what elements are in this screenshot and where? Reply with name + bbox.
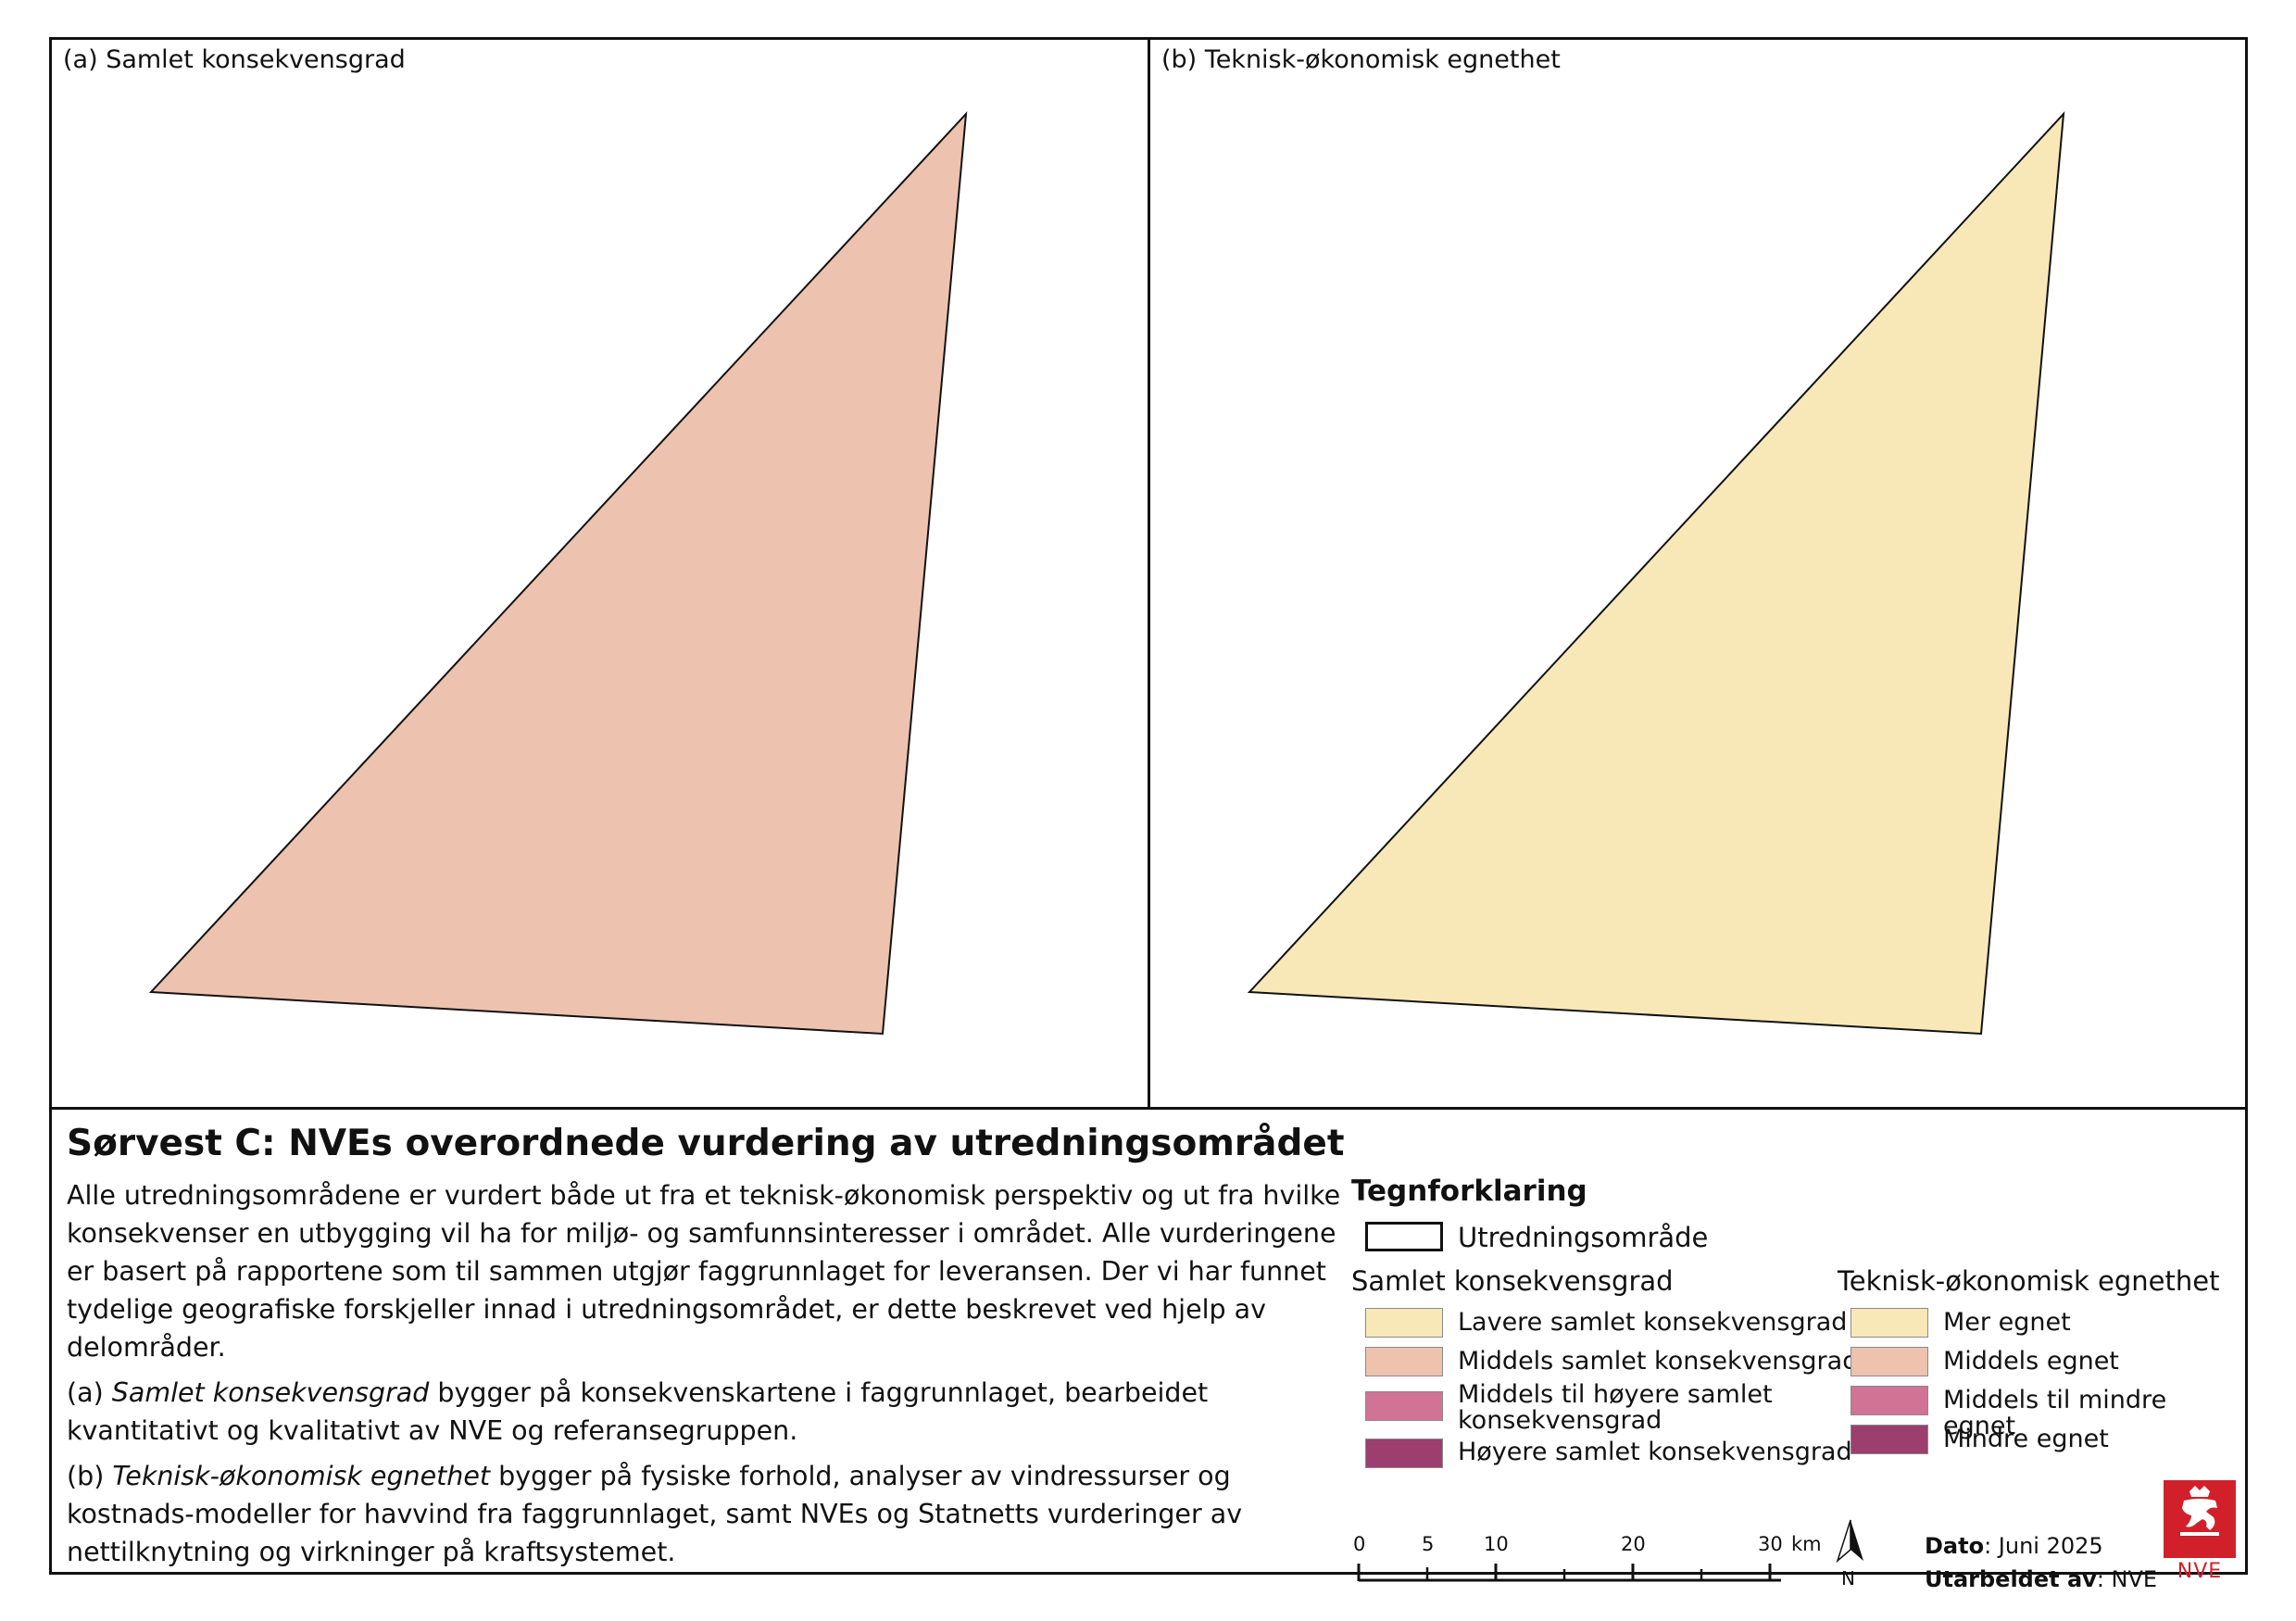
map-b-canvas bbox=[1247, 111, 2065, 1036]
scale-tick-10: 10 bbox=[1484, 1533, 1509, 1555]
map-frame: (a) Samlet konsekvensgrad (b) Teknisk-øk… bbox=[49, 37, 2248, 1592]
legend-a-label-4: Høyere samlet konsekvensgrad bbox=[1458, 1438, 1852, 1466]
legend-a-label-3: Middels til høyere samlet konsekvensgrad bbox=[1458, 1380, 1773, 1435]
legend-a-swatch-4 bbox=[1365, 1439, 1443, 1468]
scale-tick-0: 0 bbox=[1353, 1533, 1366, 1555]
panel-b-title: (b) Teknisk-økonomisk egnethet bbox=[1161, 45, 1561, 74]
scale-tick-20: 20 bbox=[1621, 1533, 1646, 1555]
legend-group-b-title: Teknisk-økonomisk egnethet bbox=[1838, 1265, 2220, 1297]
legend-b-swatch-2 bbox=[1851, 1347, 1928, 1376]
legend-outline-label: Utredningsområde bbox=[1458, 1222, 1709, 1253]
description-p1: Alle utredningsområdene er vurdert både … bbox=[67, 1180, 1341, 1363]
description-p3: (b) Teknisk-økonomisk egnethet bygger på… bbox=[67, 1461, 1243, 1567]
north-label: N bbox=[1841, 1567, 1855, 1590]
legend-a-swatch-1 bbox=[1365, 1308, 1443, 1338]
description-p2: (a) Samlet konsekvensgrad bygger på kons… bbox=[67, 1377, 1209, 1446]
page-title: Sørvest C: NVEs overordnede vurdering av… bbox=[67, 1123, 1345, 1164]
legend-a-label-2: Middels samlet konsekvensgrad bbox=[1458, 1347, 1859, 1376]
lion-emblem-icon bbox=[2180, 1486, 2219, 1536]
legend-b-swatch-4 bbox=[1851, 1425, 1928, 1454]
legend-b-label-1: Mer egnet bbox=[1943, 1308, 2071, 1337]
nve-logo-text: NVE bbox=[2177, 1560, 2223, 1583]
legend-b-label-2: Middels egnet bbox=[1943, 1347, 2119, 1376]
nve-logo bbox=[2164, 1480, 2236, 1558]
term-b: Teknisk-økonomisk egnethet bbox=[112, 1461, 491, 1491]
legend-a-swatch-2 bbox=[1365, 1347, 1443, 1376]
term-a: Samlet konsekvensgrad bbox=[111, 1377, 430, 1408]
legend-b-swatch-1 bbox=[1851, 1308, 1928, 1338]
map-a-canvas bbox=[148, 111, 968, 1036]
description: Alle utredningsområdene er vurdert både … bbox=[67, 1176, 1345, 1578]
legend-outline-swatch bbox=[1365, 1222, 1443, 1251]
scale-unit: km bbox=[1791, 1533, 1822, 1555]
legend-group-a-title: Samlet konsekvensgrad bbox=[1351, 1265, 1674, 1297]
info-section: Sørvest C: NVEs overordnede vurdering av… bbox=[52, 1107, 2245, 1592]
scale-tick-30: 30 bbox=[1758, 1533, 1783, 1555]
north-arrow-icon bbox=[1836, 1519, 1863, 1564]
legend-title: Tegnforklaring bbox=[1351, 1175, 1587, 1208]
scale-bar bbox=[1357, 1564, 1781, 1582]
area-polygon-b[interactable] bbox=[1247, 111, 2065, 1036]
legend-a-swatch-3 bbox=[1365, 1391, 1443, 1421]
map-panel-b: (b) Teknisk-økonomisk egnethet bbox=[1150, 40, 2245, 1107]
legend-b-label-3: Middels til mindre egnet bbox=[1943, 1386, 2167, 1440]
scale-tick-5: 5 bbox=[1422, 1533, 1435, 1555]
area-polygon-a[interactable] bbox=[148, 111, 968, 1036]
legend-b-label-4: Mindre egnet bbox=[1943, 1425, 2109, 1453]
panel-a-title: (a) Samlet konsekvensgrad bbox=[63, 45, 406, 74]
legend-b-swatch-3 bbox=[1851, 1386, 1928, 1415]
author-info: Utarbeidet av: NVE bbox=[1925, 1566, 2158, 1592]
map-panel-a: (a) Samlet konsekvensgrad bbox=[52, 40, 1150, 1107]
date-info: Dato: Juni 2025 bbox=[1925, 1533, 2103, 1559]
legend-a-label-1: Lavere samlet konsekvensgrad bbox=[1458, 1308, 1848, 1337]
